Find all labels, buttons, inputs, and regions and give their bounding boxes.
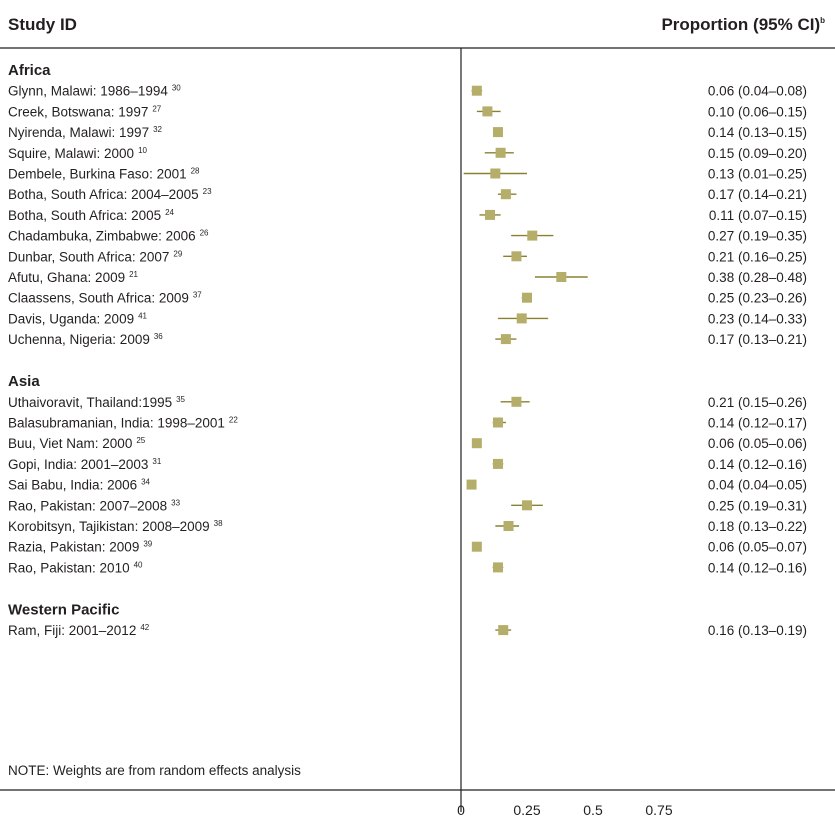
ci-value: 0.21 (0.16–0.25) (708, 249, 807, 264)
ci-value: 0.14 (0.12–0.16) (708, 457, 807, 472)
study-label: Claassens, South Africa: 2009 37 (8, 291, 202, 306)
ci-value: 0.11 (0.07–0.15) (709, 208, 807, 223)
group-heading: Africa (8, 62, 51, 79)
ci-value: 0.17 (0.14–0.21) (708, 187, 807, 202)
ci-value: 0.27 (0.19–0.35) (708, 229, 807, 244)
study-label: Nyirenda, Malawi: 1997 32 (8, 125, 163, 140)
point-estimate (500, 189, 511, 200)
point-estimate (511, 396, 522, 407)
point-estimate (522, 500, 532, 511)
ci-value: 0.04 (0.04–0.05) (708, 478, 807, 493)
proportion-header-superscript: b (820, 16, 825, 25)
study-label: Glynn, Malawi: 1986–1994 30 (8, 84, 181, 99)
point-estimate (498, 625, 509, 636)
x-tick-label: 0 (457, 802, 465, 818)
ci-value: 0.25 (0.19–0.31) (708, 498, 807, 513)
study-label: Botha, South Africa: 2004–2005 23 (8, 187, 212, 202)
point-estimate (471, 85, 482, 96)
x-tick-label: 0.5 (583, 802, 603, 818)
ci-value: 0.18 (0.13–0.22) (708, 519, 807, 534)
ci-value: 0.16 (0.13–0.19) (708, 623, 807, 638)
study-label: Afutu, Ghana: 2009 21 (8, 270, 139, 285)
point-estimate (471, 541, 482, 552)
point-estimate (495, 147, 506, 158)
point-estimate (500, 334, 511, 345)
point-estimate (492, 562, 503, 573)
point-estimate (511, 251, 522, 262)
study-label: Davis, Uganda: 2009 41 (8, 311, 148, 326)
study-label: Sai Babu, India: 2006 34 (8, 478, 151, 493)
point-estimate (490, 168, 501, 179)
ci-value: 0.25 (0.23–0.26) (708, 291, 807, 306)
study-label: Rao, Pakistan: 2010 40 (8, 560, 143, 575)
group-heading: Western Pacific (8, 601, 119, 618)
study-label: Rao, Pakistan: 2007–2008 33 (8, 498, 181, 513)
ci-value: 0.10 (0.06–0.15) (708, 104, 807, 119)
study-label: Dunbar, South Africa: 2007 29 (8, 249, 183, 264)
point-estimate (556, 272, 567, 282)
study-label: Uthaivoravit, Thailand:1995 35 (8, 395, 186, 410)
ci-value: 0.14 (0.13–0.15) (708, 125, 807, 140)
ci-value: 0.17 (0.13–0.21) (708, 332, 807, 347)
point-estimate (471, 438, 482, 449)
proportion-header: Proportion (95% CI)b (661, 15, 825, 34)
x-tick-label: 0.25 (513, 802, 540, 818)
point-estimate (482, 106, 493, 117)
ci-value: 0.06 (0.05–0.07) (708, 540, 807, 555)
point-estimate (522, 292, 532, 303)
study-label: Chadambuka, Zimbabwe: 2006 26 (8, 229, 209, 244)
ci-value: 0.15 (0.09–0.20) (708, 146, 807, 161)
ci-value: 0.14 (0.12–0.17) (708, 416, 807, 431)
ci-value: 0.21 (0.15–0.26) (708, 395, 807, 410)
study-label: Gopi, India: 2001–2003 31 (8, 457, 162, 472)
point-estimate (527, 230, 538, 241)
study-label: Squire, Malawi: 2000 10 (8, 146, 148, 161)
ci-value: 0.38 (0.28–0.48) (708, 270, 807, 285)
point-estimate (466, 479, 477, 490)
ci-value: 0.13 (0.01–0.25) (708, 167, 807, 182)
footnote: NOTE: Weights are from random effects an… (8, 763, 301, 778)
study-label: Dembele, Burkina Faso: 2001 28 (8, 167, 200, 182)
study-label: Ram, Fiji: 2001–2012 42 (8, 623, 150, 638)
study-label: Botha, South Africa: 2005 24 (8, 208, 175, 223)
point-estimate (485, 209, 496, 220)
study-label: Korobitsyn, Tajikistan: 2008–2009 38 (8, 519, 223, 534)
point-estimate (503, 521, 514, 531)
ci-value: 0.06 (0.05–0.06) (708, 436, 807, 451)
study-label: Razia, Pakistan: 2009 39 (8, 540, 153, 555)
x-tick-label: 0.75 (645, 802, 672, 818)
point-estimate (516, 313, 527, 324)
point-estimate (492, 127, 503, 138)
study-label: Uchenna, Nigeria: 2009 36 (8, 332, 163, 347)
study-label: Buu, Viet Nam: 2000 25 (8, 436, 146, 451)
study-label: Creek, Botswana: 1997 27 (8, 104, 162, 119)
point-estimate (492, 458, 503, 469)
study-id-header: Study ID (8, 15, 77, 34)
group-heading: Asia (8, 373, 40, 390)
study-label: Balasubramanian, India: 1998–2001 22 (8, 416, 238, 431)
point-estimate (492, 417, 503, 428)
ci-value: 0.14 (0.12–0.16) (708, 560, 807, 575)
ci-value: 0.23 (0.14–0.33) (708, 311, 807, 326)
ci-value: 0.06 (0.04–0.08) (708, 84, 807, 99)
